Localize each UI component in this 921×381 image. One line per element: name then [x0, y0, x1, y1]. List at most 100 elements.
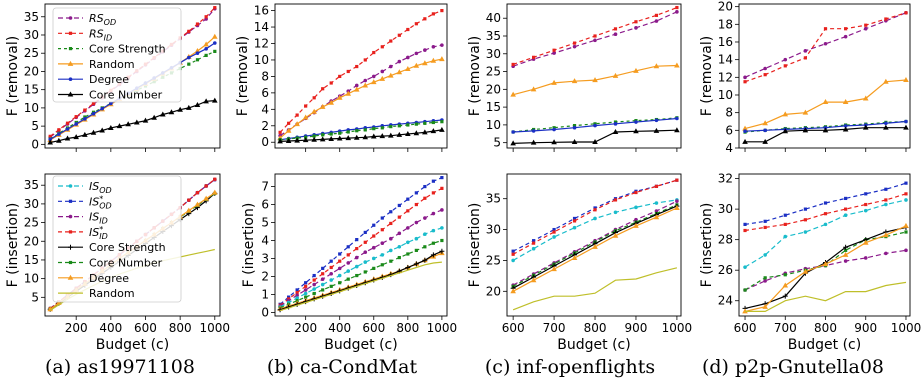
data-point [277, 138, 283, 144]
x-tick-label: 400 [328, 321, 351, 335]
data-point [743, 80, 747, 84]
data-point [346, 269, 351, 273]
legend-label: RSOD [89, 12, 116, 27]
data-point [862, 95, 869, 101]
data-point [321, 288, 325, 292]
x-tick-label: 600 [362, 321, 385, 335]
data-point [83, 117, 87, 121]
legend-marker [68, 47, 73, 51]
data-point [370, 79, 377, 85]
series-rsid [743, 11, 908, 84]
legend-label: Degree [89, 73, 129, 86]
data-point [762, 303, 768, 309]
data-point [612, 232, 619, 238]
legend-label: Random [89, 287, 135, 300]
data-point [379, 133, 386, 139]
data-point [329, 81, 333, 85]
data-point [389, 248, 393, 253]
data-point [593, 38, 597, 43]
data-point [329, 265, 333, 270]
data-point [195, 58, 200, 62]
legend-item-core_number: Core Number [58, 257, 163, 270]
series-line [512, 267, 678, 311]
data-point [203, 41, 209, 47]
legend-marker [68, 31, 73, 35]
data-point [423, 232, 427, 237]
data-point [372, 223, 376, 227]
data-point [634, 205, 638, 210]
data-point [430, 57, 437, 63]
data-point [422, 129, 428, 135]
data-point [431, 228, 436, 233]
y-tick-label: 26 [718, 263, 733, 277]
data-point [287, 295, 291, 299]
data-point [304, 104, 308, 108]
series-core_number [277, 126, 445, 144]
x-tick-label: 600 [734, 321, 757, 335]
axes-frame [274, 173, 448, 317]
data-point [354, 83, 359, 88]
data-point [530, 277, 537, 283]
series-random [742, 76, 909, 131]
legend-marker [68, 244, 73, 250]
data-point [572, 216, 577, 221]
series-isid_star [278, 186, 444, 307]
series-line [744, 12, 907, 83]
data-point [380, 263, 384, 267]
data-point [372, 127, 376, 131]
series-ins_core_number [278, 238, 444, 310]
data-point [653, 127, 660, 133]
data-point [431, 241, 435, 245]
series-ins_core_strength [277, 248, 445, 313]
legend-marker [68, 184, 73, 188]
data-point [431, 120, 435, 125]
legend-label: Core Number [89, 89, 163, 102]
data-point [743, 129, 747, 134]
data-point [634, 26, 638, 30]
data-point [430, 128, 437, 134]
y-axis-label: F (insertion) [5, 203, 21, 288]
y-tick-label: 35 [24, 178, 39, 192]
data-point [823, 41, 828, 46]
data-point [302, 137, 309, 143]
data-point [56, 137, 62, 143]
data-point [783, 273, 787, 277]
data-point [405, 66, 411, 72]
data-point [406, 55, 410, 60]
caption-b: (b) ca-CondMat [267, 356, 418, 378]
data-point [406, 123, 410, 127]
data-point [572, 125, 577, 130]
legend-item-core_number: Core Number [58, 89, 163, 102]
data-point [423, 48, 427, 52]
data-point [592, 77, 598, 83]
data-point [439, 126, 445, 132]
y-tick-label: 6 [725, 123, 733, 137]
data-point [743, 228, 747, 233]
y-tick-label: 5 [493, 136, 501, 150]
data-point [212, 33, 218, 39]
y-tick-label: 18 [718, 17, 733, 31]
data-point [187, 55, 191, 60]
series-random [277, 56, 445, 141]
data-point [422, 257, 428, 263]
legend-label: IS* OD [89, 194, 112, 210]
data-point [844, 207, 848, 211]
data-point [371, 245, 376, 250]
x-tick-label: 1000 [891, 321, 921, 335]
data-point [372, 50, 376, 55]
y-tick-label: 20 [24, 64, 39, 78]
data-point [142, 117, 149, 123]
caption-d: (d) p2p-Gnutella08 [702, 356, 884, 378]
data-point [337, 266, 342, 271]
data-point [287, 121, 291, 125]
series-ins_random [745, 281, 907, 312]
legend-label: Degree [89, 272, 129, 285]
data-point [380, 241, 385, 246]
legend-marker [67, 91, 74, 97]
data-point [440, 175, 444, 180]
data-point [884, 202, 888, 207]
y-tick-label: 25 [24, 46, 39, 60]
data-point [311, 136, 317, 142]
legend-marker [68, 199, 73, 203]
